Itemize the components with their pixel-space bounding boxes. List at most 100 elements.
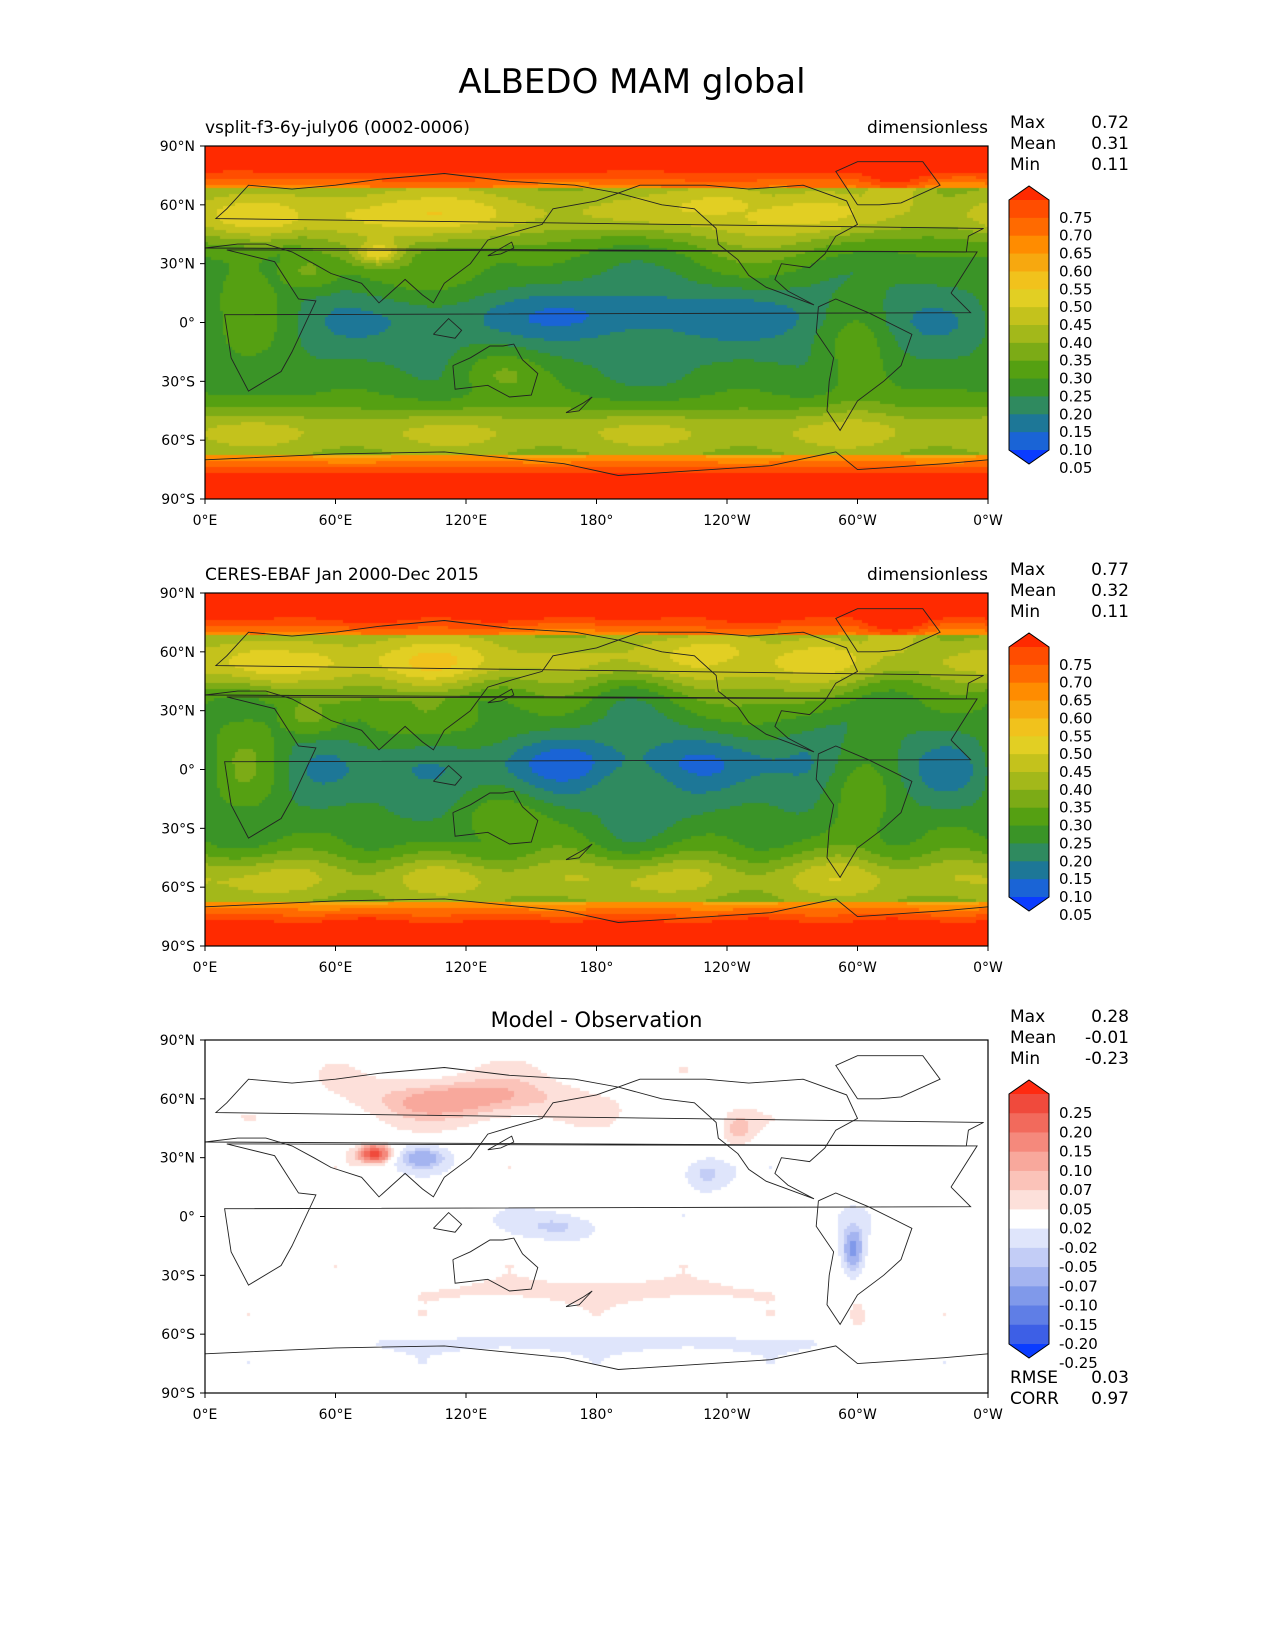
stat-value: 0.03 [1091,1368,1129,1388]
coastline-1 [204,173,984,304]
stat-value: 0.32 [1091,581,1129,601]
colorbar-band [1009,325,1049,344]
coastline-8 [487,241,515,257]
colorbar-tick-label: 0.25 [1059,387,1092,405]
stat-label: RMSE [1010,1368,1058,1388]
coastline-7 [433,764,463,786]
colorbar-tick-label: 0.65 [1059,245,1092,263]
colorbar-extend-bottom [1009,1344,1049,1358]
stat-label: Min [1010,602,1040,622]
colorbar-extend-top [1009,633,1049,647]
coastline-9 [565,1290,593,1308]
colorbar-tick-label: 0.15 [1059,1143,1092,1161]
colorbar-band [1009,736,1049,755]
colorbar-band [1009,1132,1049,1153]
colorbar-tick-label: 0.15 [1059,423,1092,441]
y-tick-label: 60°S [161,433,195,449]
colorbar-band [1009,807,1049,827]
colorbar-tick-label: 0.60 [1059,709,1092,727]
chart-panel-diff: 90°N 60°N 30°N 0° 30°S 60°S 90°S 0°E 60°E 120°E 18… [160,1007,1129,1423]
panel-units: dimensionless [867,565,988,585]
x-tick-label: 0°W [973,960,1003,976]
colorbar-tick-label: 0.05 [1059,906,1092,924]
y-tick-label: 30°N [160,1151,195,1167]
colorbar-tick-label: 0.55 [1059,727,1092,745]
y-tick-label: 30°S [161,374,195,390]
colorbar-band [1009,1286,1049,1307]
colorbar-tick-label: 0.35 [1059,352,1092,370]
y-tick-label: 90°N [160,139,195,155]
coastline-7 [433,1211,463,1233]
colorbar-band [1009,217,1049,237]
y-tick-label: 60°S [161,880,195,896]
colorbar-tick-label: 0.07 [1059,1181,1092,1199]
colorbar: 0.750.700.650.600.550.500.450.400.350.30… [1008,185,1092,477]
colorbar-band [1009,1305,1049,1326]
stat-label: Mean [1010,134,1056,154]
colorbar-extend-bottom [1009,450,1049,464]
colorbar-band [1009,1190,1049,1210]
colorbar-band [1009,235,1049,255]
colorbar-band [1009,378,1049,398]
colorbar-tick-label: 0.02 [1059,1220,1092,1238]
colorbar-band [1009,1247,1049,1268]
y-tick-label: 60°N [160,198,195,214]
colorbar-outline [1008,1079,1050,1359]
stat-label: Max [1010,560,1045,580]
colorbar-tick-label: 0.70 [1059,674,1092,692]
x-tick-label: 60°E [319,513,353,529]
coastline-4 [815,1192,913,1326]
coastline-2 [452,1237,539,1292]
x-tick-label: 0°E [193,1407,218,1423]
colorbar-tick-label: 0.35 [1059,799,1092,817]
colorbar-tick-label: 0.40 [1059,334,1092,352]
colorbar-band [1009,1170,1049,1191]
panel-title-left: CERES-EBAF Jan 2000-Dec 2015 [205,565,479,585]
colorbar-band [1009,200,1049,219]
x-tick-label: 0°E [193,513,218,529]
y-tick-label: 90°N [160,586,195,602]
colorbar-tick-label: 0.60 [1059,262,1092,280]
colorbar-band [1009,1094,1049,1114]
colorbar-tick-label: -0.20 [1059,1335,1098,1353]
stat-value: 0.97 [1091,1389,1129,1409]
coastline-1 [204,1067,984,1198]
colorbar-band [1009,271,1049,290]
colorbar-tick-label: 0.75 [1059,656,1092,674]
y-tick-label: 60°N [160,645,195,661]
y-tick-label: 30°S [161,821,195,837]
colorbar-tick-label: -0.05 [1059,1258,1098,1276]
panel-units: dimensionless [867,118,988,138]
y-tick-label: 0° [179,316,195,332]
x-tick-label: 60°W [838,960,877,976]
colorbar-tick-label: -0.02 [1059,1239,1098,1257]
coastline-4 [815,298,913,432]
x-tick-label: 120°E [445,513,488,529]
map-field [205,1040,988,1393]
colorbar-tick-label: 0.55 [1059,280,1092,298]
coastline-0 [224,696,978,839]
stat-label: Max [1010,1007,1045,1027]
colorbar-tick-label: 0.10 [1059,888,1092,906]
y-tick-label: 30°N [160,257,195,273]
colorbar-band [1009,396,1049,415]
colorbar-band [1009,682,1049,702]
coastline-3 [618,184,859,306]
stat-value: 0.28 [1091,1007,1129,1027]
coastline-5 [835,161,941,206]
x-tick-label: 120°W [703,1407,751,1423]
x-tick-label: 180° [580,513,614,529]
y-tick-label: 0° [179,763,195,779]
colorbar-tick-label: -0.25 [1059,1354,1098,1372]
coastline-6 [204,1345,989,1370]
coastline-2 [452,343,539,398]
coastline-0 [224,1143,978,1286]
stat-value: 0.11 [1091,602,1129,622]
colorbar-tick-label: 0.30 [1059,370,1092,388]
colorbar-band [1009,1267,1049,1287]
coastline-8 [487,1135,515,1151]
y-tick-label: 90°N [160,1033,195,1049]
colorbar-band [1009,360,1049,380]
coastline-0 [224,249,978,392]
colorbar-band [1009,1113,1049,1134]
